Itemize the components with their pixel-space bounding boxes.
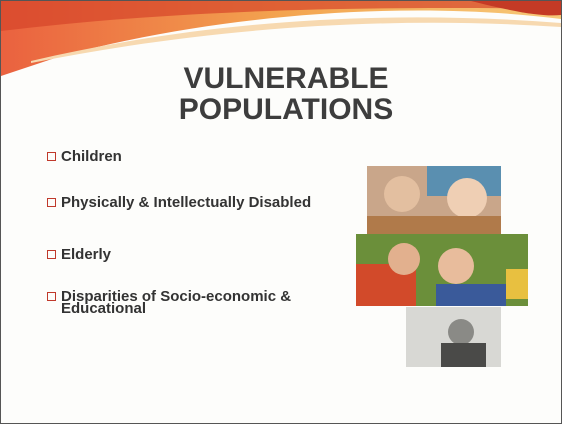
bullet: Physically & Intellectually Disabled <box>47 197 321 209</box>
bullet: Elderly <box>47 249 347 261</box>
slide-title: VULNERABLE POPULATIONS <box>101 63 471 125</box>
photo-family <box>356 234 528 306</box>
photo-elderly <box>406 307 501 367</box>
title-line: VULNERABLE <box>101 63 471 94</box>
slide: VULNERABLE POPULATIONS Children Physical… <box>0 0 562 424</box>
bullet-list: Children Physically & Intellectually Dis… <box>47 151 347 315</box>
bullet: Children <box>47 151 347 163</box>
bullet: Disparities of Socio-economic & Educatio… <box>47 291 361 315</box>
photo-children <box>367 166 501 234</box>
title-line: POPULATIONS <box>101 94 471 125</box>
